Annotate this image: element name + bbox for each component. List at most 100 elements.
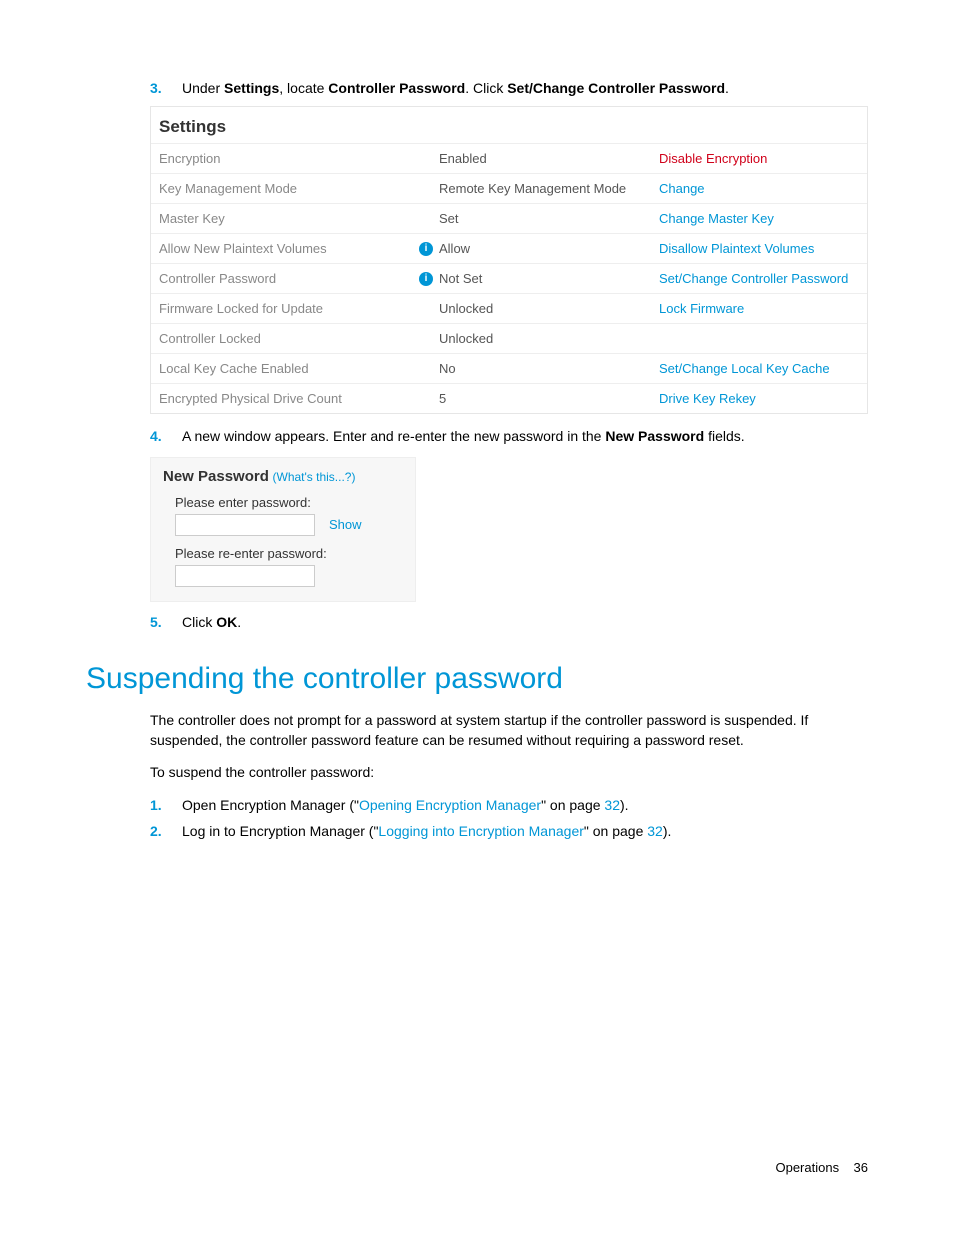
setting-action[interactable]: Lock Firmware (659, 301, 859, 316)
bold-new-password: New Password (605, 428, 704, 444)
footer-section: Operations (775, 1160, 839, 1175)
setting-action-link[interactable]: Change Master Key (659, 211, 774, 226)
footer-page: 36 (854, 1160, 868, 1175)
setting-value-text: Set (439, 211, 459, 226)
setting-value-text: Remote Key Management Mode (439, 181, 626, 196)
setting-action[interactable]: Disallow Plaintext Volumes (659, 241, 859, 256)
text: A new window appears. Enter and re-enter… (182, 428, 605, 444)
show-password-link[interactable]: Show (329, 517, 362, 532)
page-ref-link[interactable]: 32 (647, 823, 663, 839)
page: 3. Under Settings, locate Controller Pas… (0, 0, 954, 1235)
setting-value: iNot Set (439, 271, 659, 286)
setting-action[interactable]: Change Master Key (659, 211, 859, 226)
setting-value: 5 (439, 391, 659, 406)
setting-value-text: Allow (439, 241, 470, 256)
list-number: 1. (150, 795, 182, 815)
bold-ok: OK (216, 614, 237, 630)
setting-action-link[interactable]: Set/Change Controller Password (659, 271, 848, 286)
setting-action-link[interactable]: Disable Encryption (659, 151, 767, 166)
settings-panel: Settings EncryptionEnabled Disable Encryp… (150, 106, 868, 414)
step-4-text: A new window appears. Enter and re-enter… (182, 426, 868, 446)
setting-label: Encrypted Physical Drive Count (159, 391, 439, 406)
bold-settings: Settings (224, 80, 279, 96)
page-ref-link[interactable]: 32 (604, 797, 620, 813)
setting-action[interactable]: Set/Change Local Key Cache (659, 361, 859, 376)
setting-label: Local Key Cache Enabled (159, 361, 439, 376)
setting-value: Enabled (439, 151, 659, 166)
setting-value-text: 5 (439, 391, 446, 406)
setting-label: Encryption (159, 151, 439, 166)
setting-value-text: Enabled (439, 151, 487, 166)
paragraph-1: The controller does not prompt for a pas… (150, 710, 868, 751)
settings-title: Settings (151, 107, 867, 143)
password-label-2: Please re-enter password: (175, 546, 403, 561)
text: ). (663, 823, 672, 839)
setting-label: Firmware Locked for Update (159, 301, 439, 316)
list-number: 4. (150, 426, 182, 446)
setting-action[interactable]: Disable Encryption (659, 151, 859, 166)
text: . (725, 80, 729, 96)
setting-action[interactable]: Set/Change Controller Password (659, 271, 859, 286)
text: fields. (704, 428, 744, 444)
logging-into-encryption-manager-link[interactable]: Logging into Encryption Manager (378, 823, 583, 839)
text: Log in to Encryption Manager (" (182, 823, 378, 839)
info-icon[interactable]: i (419, 272, 433, 286)
section-heading: Suspending the controller password (86, 662, 868, 696)
whats-this-link[interactable]: (What's this...?) (273, 470, 356, 484)
setting-action-link[interactable]: Change (659, 181, 705, 196)
setting-action-link[interactable]: Drive Key Rekey (659, 391, 756, 406)
setting-action-link[interactable]: Set/Change Local Key Cache (659, 361, 830, 376)
paragraph-2: To suspend the controller password: (150, 762, 868, 782)
setting-label: Master Key (159, 211, 439, 226)
new-password-title: New Password (163, 468, 269, 485)
setting-value-text: Unlocked (439, 301, 493, 316)
text: . (237, 614, 241, 630)
settings-row: Key Management ModeRemote Key Management… (151, 173, 867, 203)
step-5: 5. Click OK. (150, 612, 868, 632)
text: ). (620, 797, 629, 813)
step-3: 3. Under Settings, locate Controller Pas… (150, 78, 868, 98)
setting-value: Unlocked (439, 301, 659, 316)
step-4: 4. A new window appears. Enter and re-en… (150, 426, 868, 446)
setting-label: Allow New Plaintext Volumes (159, 241, 439, 256)
text: " on page (584, 823, 647, 839)
step-3-text: Under Settings, locate Controller Passwo… (182, 78, 868, 98)
opening-encryption-manager-link[interactable]: Opening Encryption Manager (359, 797, 541, 813)
settings-row: EncryptionEnabled Disable Encryption (151, 143, 867, 173)
setting-action[interactable]: Change (659, 181, 859, 196)
text: , locate (279, 80, 328, 96)
setting-value: No (439, 361, 659, 376)
setting-label: Controller Locked (159, 331, 439, 346)
settings-row: Local Key Cache EnabledNo Set/Change Loca… (151, 353, 867, 383)
setting-value-text: No (439, 361, 456, 376)
bold-controller-password: Controller Password (328, 80, 465, 96)
page-footer: Operations 36 (775, 1160, 868, 1175)
text: Click (182, 614, 216, 630)
setting-action-link[interactable]: Disallow Plaintext Volumes (659, 241, 814, 256)
setting-value: Unlocked (439, 331, 659, 346)
setting-value: iAllow (439, 241, 659, 256)
list-number: 3. (150, 78, 182, 98)
substep-1: 1. Open Encryption Manager ("Opening Enc… (150, 795, 868, 815)
setting-label: Controller Password (159, 271, 439, 286)
password-input-1[interactable] (175, 514, 315, 536)
password-input-2[interactable] (175, 565, 315, 587)
settings-rows: EncryptionEnabled Disable Encryption Key M… (151, 143, 867, 413)
password-label-1: Please enter password: (175, 495, 403, 510)
info-icon[interactable]: i (419, 242, 433, 256)
setting-value: Set (439, 211, 659, 226)
setting-action[interactable]: Drive Key Rekey (659, 391, 859, 406)
substep-1-text: Open Encryption Manager ("Opening Encryp… (182, 795, 868, 815)
setting-action-link[interactable]: Lock Firmware (659, 301, 744, 316)
new-password-title-row: New Password (What's this...?) (163, 468, 403, 485)
list-number: 2. (150, 821, 182, 841)
settings-row: Allow New Plaintext VolumesiAllowDisallo… (151, 233, 867, 263)
step-5-text: Click OK. (182, 612, 868, 632)
text: Under (182, 80, 224, 96)
setting-value-text: Not Set (439, 271, 482, 286)
bold-set-change: Set/Change Controller Password (507, 80, 725, 96)
settings-row: Encrypted Physical Drive Count5 Drive Key… (151, 383, 867, 413)
password-row-2 (175, 565, 403, 587)
text: " on page (541, 797, 604, 813)
substep-2: 2. Log in to Encryption Manager ("Loggin… (150, 821, 868, 841)
